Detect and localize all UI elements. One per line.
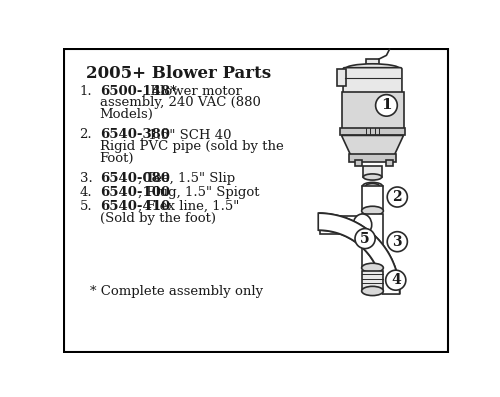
- Text: 5.: 5.: [80, 200, 92, 213]
- Circle shape: [376, 94, 398, 116]
- Bar: [342, 92, 404, 129]
- Text: Models): Models): [100, 108, 154, 121]
- Text: , Tee, 1.5" Slip: , Tee, 1.5" Slip: [138, 172, 235, 185]
- Text: 3.: 3.: [80, 172, 92, 185]
- Ellipse shape: [362, 286, 384, 296]
- Text: 4.: 4.: [80, 186, 92, 199]
- Text: 1: 1: [381, 98, 392, 112]
- Ellipse shape: [353, 214, 372, 235]
- Polygon shape: [318, 213, 400, 294]
- Text: , 1.5" SCH 40: , 1.5" SCH 40: [140, 129, 232, 141]
- FancyBboxPatch shape: [343, 67, 402, 94]
- Text: , Plug, 1.5" Spigot: , Plug, 1.5" Spigot: [138, 186, 260, 199]
- Text: , Flex line, 1.5": , Flex line, 1.5": [138, 200, 239, 213]
- Bar: [362, 214, 382, 268]
- Bar: [337, 69, 346, 86]
- Text: 5: 5: [360, 231, 370, 246]
- Bar: [320, 216, 362, 234]
- Bar: [356, 160, 362, 166]
- Text: (Sold by the foot): (Sold by the foot): [100, 212, 216, 225]
- Text: Rigid PVC pipe (sold by the: Rigid PVC pipe (sold by the: [100, 140, 284, 153]
- Text: * Complete assembly only: * Complete assembly only: [90, 285, 263, 298]
- Text: 4: 4: [391, 273, 400, 287]
- Text: 2005+ Blower Parts: 2005+ Blower Parts: [86, 65, 272, 81]
- Text: Foot): Foot): [100, 152, 134, 165]
- Bar: [362, 186, 382, 211]
- Text: 6540-100: 6540-100: [100, 186, 170, 199]
- Circle shape: [387, 187, 407, 207]
- Circle shape: [387, 232, 407, 252]
- Polygon shape: [342, 135, 404, 156]
- Text: , Blower motor: , Blower motor: [142, 85, 242, 98]
- Text: 6540-080: 6540-080: [100, 172, 170, 185]
- Text: 2: 2: [392, 190, 402, 204]
- Text: 6500-148*: 6500-148*: [100, 85, 176, 98]
- Bar: [386, 160, 392, 166]
- Bar: [349, 154, 396, 162]
- Ellipse shape: [362, 263, 384, 272]
- Text: 6540-410: 6540-410: [100, 200, 170, 213]
- Ellipse shape: [366, 183, 380, 189]
- Text: assembly, 240 VAC (880: assembly, 240 VAC (880: [100, 96, 260, 109]
- Circle shape: [355, 229, 375, 249]
- Text: 3: 3: [392, 235, 402, 249]
- Ellipse shape: [362, 182, 382, 190]
- Bar: [366, 59, 378, 66]
- Text: 6540-380: 6540-380: [100, 129, 170, 141]
- Bar: [363, 166, 382, 177]
- Ellipse shape: [344, 64, 401, 75]
- Bar: [340, 128, 405, 135]
- Text: 2.: 2.: [80, 129, 92, 141]
- Ellipse shape: [362, 206, 384, 216]
- Circle shape: [386, 270, 406, 290]
- Ellipse shape: [363, 174, 382, 180]
- Text: 1.: 1.: [80, 85, 92, 98]
- Bar: [362, 271, 382, 289]
